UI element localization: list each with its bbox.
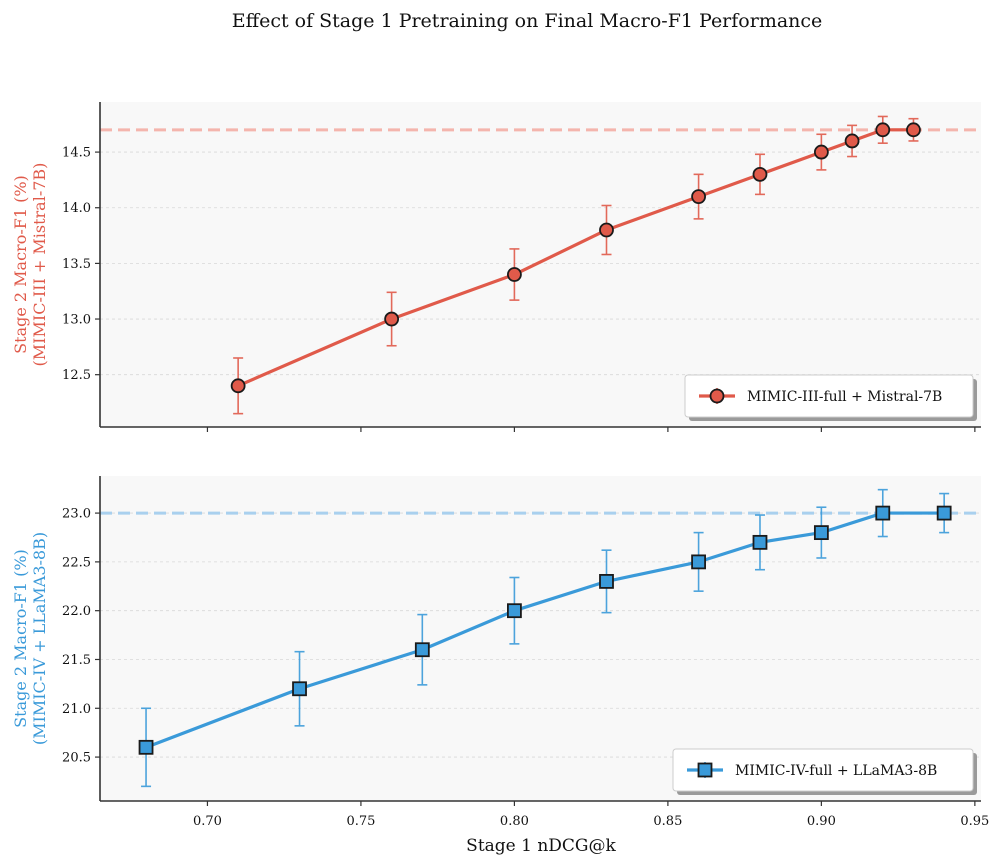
- y-tick-label: 14.0: [62, 201, 91, 216]
- data-point: [230, 378, 246, 394]
- data-point: [599, 222, 614, 238]
- data-point: [752, 534, 768, 550]
- y-axis-label-line1: Stage 2 Macro-F1 (%): [11, 549, 30, 728]
- y-tick-label: 22.0: [62, 604, 91, 619]
- y-tick-label: 21.0: [62, 702, 91, 717]
- y-tick-label: 12.5: [62, 368, 91, 383]
- data-point: [507, 603, 522, 619]
- y-axis-label: Stage 2 Macro-F1 (%)(MIMIC-IV + LLaMA3-8…: [11, 532, 49, 745]
- legend: MIMIC-III-full + Mistral-7B: [684, 374, 977, 421]
- data-point: [813, 144, 829, 160]
- legend-label: MIMIC-III-full + Mistral-7B: [747, 389, 942, 405]
- y-tick-label: 22.5: [62, 555, 91, 570]
- y-axis-label: Stage 2 Macro-F1 (%)(MIMIC-III + Mistral…: [11, 163, 49, 367]
- data-point: [292, 681, 307, 697]
- y-tick-label: 13.0: [62, 313, 91, 328]
- legend-box: [672, 748, 974, 792]
- data-point: [691, 554, 706, 570]
- y-tick-label: 14.5: [62, 146, 91, 161]
- y-tick-label: 13.5: [62, 257, 91, 272]
- data-point: [414, 642, 430, 658]
- y-tick-label: 20.5: [62, 751, 91, 766]
- y-tick-label: 23.0: [62, 507, 91, 522]
- plot-area: [100, 102, 981, 427]
- legend-box: [684, 374, 974, 418]
- legend: MIMIC-IV-full + LLaMA3-8B: [672, 748, 977, 795]
- data-point: [507, 267, 522, 282]
- x-tick-label: 0.90: [807, 814, 836, 829]
- y-tick-label: 21.5: [62, 653, 91, 668]
- data-point: [599, 574, 614, 589]
- chart-title: Effect of Stage 1 Pretraining on Final M…: [232, 10, 823, 32]
- data-point: [813, 525, 829, 541]
- legend-marker: [697, 762, 713, 778]
- series-line: [145, 511, 945, 749]
- data-point: [138, 739, 154, 755]
- series-line: [237, 128, 914, 388]
- legend-label: MIMIC-IV-full + LLaMA3-8B: [735, 763, 937, 779]
- x-tick-label: 0.85: [653, 814, 682, 829]
- y-axis-label-line2: (MIMIC-IV + LLaMA3-8B): [30, 532, 49, 745]
- data-point: [906, 122, 921, 138]
- x-tick-label: 0.80: [500, 814, 529, 829]
- x-tick-label: 0.95: [960, 814, 989, 829]
- data-point: [691, 189, 706, 205]
- y-axis-label-line2: (MIMIC-III + Mistral-7B): [30, 163, 49, 367]
- bottom-panel-mimic-iv: 20.5 21.0 21.5 22.0 22.5 23.0 0.70 0.75 0.80 0.85…: [11, 476, 989, 829]
- data-point: [844, 133, 860, 149]
- x-axis-label: Stage 1 nDCG@k: [466, 836, 616, 856]
- legend-marker: [709, 388, 725, 404]
- data-point: [875, 122, 891, 138]
- x-tick-label: 0.70: [193, 814, 222, 829]
- data-point: [384, 311, 400, 327]
- top-panel-mimic-iii: 12.5 13.0 13.5 14.0 14.5 Stage 2 Macro-F1 (%)…: [11, 102, 981, 432]
- data-point: [752, 166, 768, 182]
- x-tick-label: 0.75: [346, 814, 375, 829]
- data-point: [936, 505, 952, 521]
- data-point: [875, 505, 891, 521]
- y-axis-label-line1: Stage 2 Macro-F1 (%): [11, 175, 30, 354]
